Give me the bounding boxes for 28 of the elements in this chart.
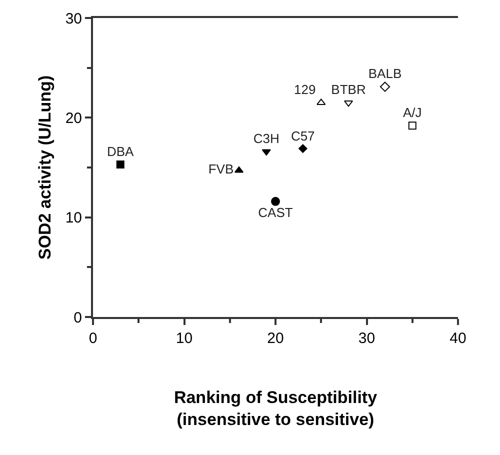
y-tick-label: 30	[65, 10, 82, 28]
point	[298, 144, 308, 153]
point	[234, 166, 244, 173]
series-label: FVB	[208, 162, 234, 177]
series-label: A/J	[402, 105, 422, 120]
series-label: C57	[290, 128, 315, 144]
point	[380, 82, 390, 92]
x-tick-label: 30	[358, 330, 376, 347]
y-tick-label: 0	[74, 309, 82, 326]
series-label: CAST	[258, 205, 293, 220]
y-tick-label: 10	[65, 210, 82, 227]
point	[344, 100, 354, 107]
series-label: C3H	[253, 130, 280, 146]
x-tick-label: 20	[267, 330, 284, 347]
point	[271, 196, 280, 206]
series-label: DBA	[107, 144, 134, 159]
point	[116, 160, 124, 169]
x-tick-label: 40	[450, 330, 466, 347]
point	[408, 122, 416, 130]
series-label: BALB	[368, 66, 402, 82]
series-label: BTBR	[331, 82, 366, 98]
point	[262, 149, 271, 156]
x-tick-label: 0	[88, 330, 98, 347]
x-tick-label: 10	[176, 330, 193, 347]
y-axis-title: SOD2 activity (U/Lung)	[35, 75, 54, 260]
y-tick-label: 20	[65, 110, 82, 127]
x-axis-title: Ranking of Susceptibility (insensitive to sensitive)	[174, 388, 378, 429]
series-label: 129	[294, 82, 316, 98]
